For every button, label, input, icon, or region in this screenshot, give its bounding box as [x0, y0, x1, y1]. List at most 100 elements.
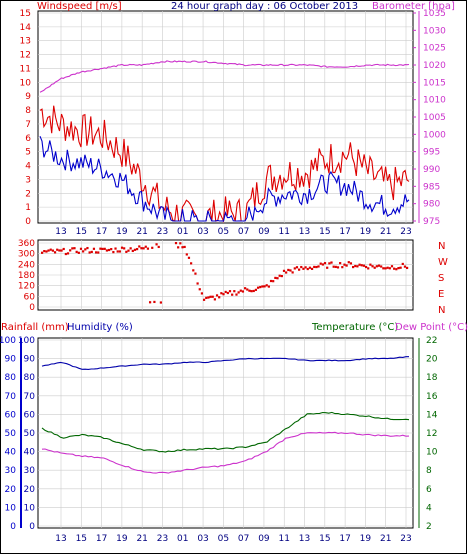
direction-point: [399, 266, 402, 269]
wind-tick-label: 15: [20, 9, 31, 19]
x-tick-label: 13: [55, 534, 66, 544]
direction-point: [196, 282, 199, 285]
baro-tick-label: 1000: [423, 130, 446, 140]
x-tick-label: 05: [218, 227, 229, 237]
direction-point: [282, 269, 286, 272]
direction-point: [118, 250, 121, 253]
wind-tick-label: 3: [25, 175, 31, 185]
direction-point: [62, 247, 65, 251]
dir-label-w: W: [438, 257, 448, 268]
direction-point: [272, 280, 275, 283]
direction-point: [157, 245, 160, 249]
humidity-temp-series-layer: [41, 356, 410, 474]
wind-panel: [37, 10, 414, 224]
direction-point: [395, 268, 398, 271]
wind-tick-label: 13: [20, 37, 31, 47]
x-tick-label: 15: [319, 534, 330, 544]
x-tick-label: 23: [400, 227, 411, 237]
direction-point: [377, 264, 381, 267]
direction-point: [308, 266, 312, 269]
direction-point: [382, 267, 385, 270]
direction-point: [71, 247, 74, 250]
direction-point: [390, 265, 394, 268]
rainfall-tick-label: 80: [5, 373, 17, 383]
direction-point: [235, 293, 238, 296]
direction-point: [295, 266, 299, 269]
direction-point: [239, 289, 242, 292]
direction-point: [330, 261, 333, 264]
wind-tick-label: 2: [25, 189, 31, 199]
direction-point: [69, 249, 72, 252]
rainfall-tick-label: 10: [5, 503, 17, 513]
direction-point: [97, 251, 100, 254]
direction-point: [362, 264, 366, 267]
direction-point: [360, 264, 363, 267]
direction-point: [185, 253, 188, 256]
direction-point: [120, 246, 124, 249]
temperature-tick-label: 22: [426, 336, 437, 346]
direction-point: [155, 243, 158, 246]
x-tick-label: 03: [197, 227, 208, 237]
direction-point: [82, 250, 85, 253]
direction-point: [347, 261, 350, 264]
direction-point: [125, 250, 128, 253]
x-tick-label: 23: [400, 534, 411, 544]
baro-y-axis: 975 980 985 990 995 1000 1005 1010 1015 1020 1025 1…: [413, 9, 446, 227]
x-tick-label: 21: [136, 227, 147, 237]
direction-point: [53, 251, 57, 254]
direction-point: [90, 250, 93, 254]
temperature-tick-label: 12: [426, 429, 437, 439]
direction-point: [313, 265, 316, 269]
baro-tick-label: 975: [423, 217, 440, 227]
direction-point: [79, 247, 83, 250]
rainfall-tick-label: 0: [10, 522, 16, 532]
direction-point: [228, 290, 232, 293]
direction-point: [107, 248, 111, 252]
dewpoint-label: Dew Point (°C): [395, 322, 468, 333]
rainfall-tick-label: 70: [5, 392, 17, 402]
direction-point: [237, 291, 240, 294]
direction-point: [291, 271, 294, 274]
humidity-tick-label: 20: [24, 485, 36, 495]
x-tick-label: 15: [319, 227, 330, 237]
direction-point: [300, 265, 303, 269]
direction-point: [202, 298, 206, 301]
direction-point: [367, 267, 370, 270]
series-wind-average: [39, 135, 410, 222]
direction-point: [293, 267, 296, 270]
direction-point: [386, 266, 389, 269]
humidity-tick-label: 30: [24, 466, 36, 476]
direction-point: [114, 247, 117, 250]
direction-point: [246, 288, 249, 291]
x-tick-label: 13: [299, 534, 310, 544]
x-tick-label: 17: [339, 534, 350, 544]
x-tick-label: 07: [238, 534, 249, 544]
direction-point: [133, 248, 137, 251]
wind-tick-label: 1: [25, 203, 31, 213]
rainfall-tick-label: 60: [5, 410, 17, 420]
direction-point: [129, 247, 132, 250]
graph-title: 24 hour graph day : 06 October 2013: [171, 1, 358, 12]
rainfall-tick-label: 50: [5, 429, 17, 439]
direction-point: [276, 277, 279, 280]
direction-point: [254, 288, 258, 291]
direction-point: [60, 249, 63, 252]
direction-tick-label: 120: [18, 282, 35, 292]
direction-point: [49, 248, 52, 251]
direction-tick-label: 180: [18, 271, 35, 281]
direction-point: [131, 249, 134, 253]
rainfall-label: Rainfall (mm): [1, 322, 69, 333]
direction-point: [177, 246, 180, 249]
direction-point: [153, 300, 156, 304]
direction-point: [77, 251, 80, 254]
direction-tick-label: 0: [29, 303, 35, 313]
x-tick-label: 19: [360, 534, 372, 544]
direction-point: [339, 262, 342, 265]
x-tick-label: 11: [279, 534, 290, 544]
direction-point: [56, 248, 59, 251]
direction-point: [306, 267, 309, 271]
direction-point: [112, 250, 115, 254]
direction-point: [215, 294, 219, 297]
